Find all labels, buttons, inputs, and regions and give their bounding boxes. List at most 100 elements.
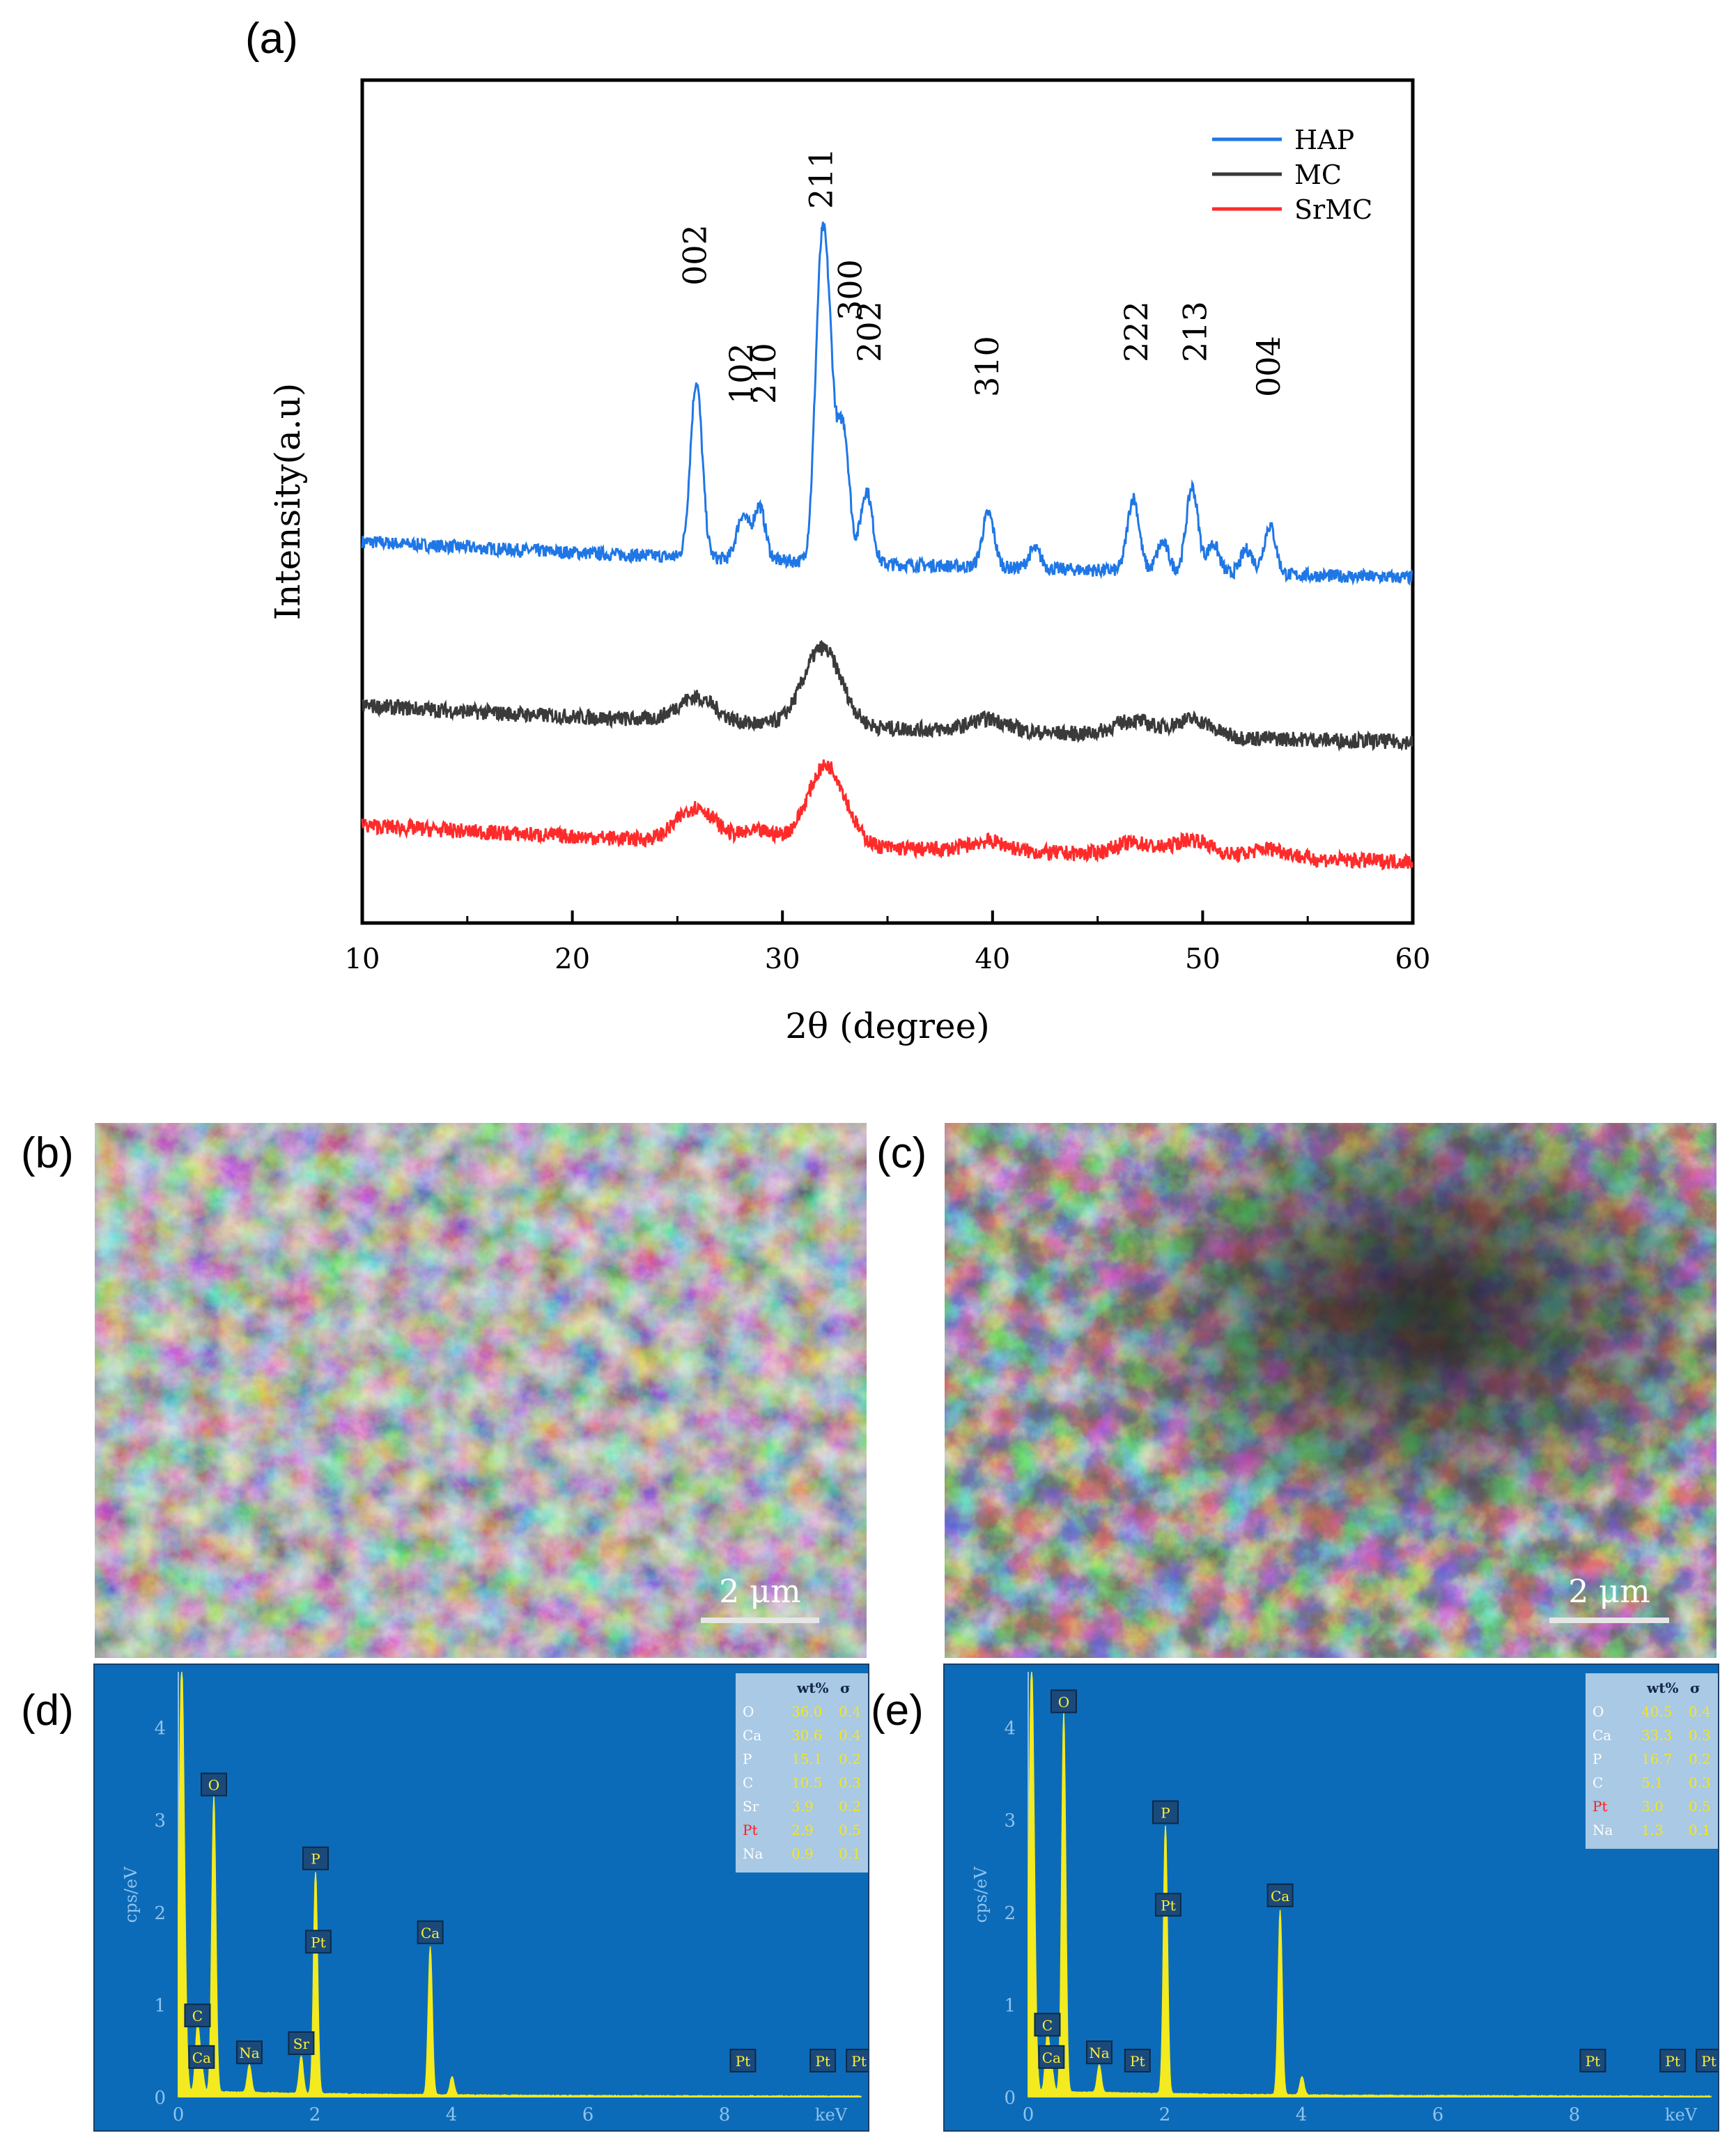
- eds-x-tick-label: 8: [1569, 2104, 1581, 2125]
- eds-peak-label: Pt: [1161, 1897, 1176, 1914]
- peak-label: 102: [722, 343, 760, 404]
- eds-spectrum-trace: [178, 1671, 862, 2098]
- panel-label-a: (a): [245, 15, 298, 63]
- series-line-mc: [361, 639, 1413, 752]
- eds-table-header: σ: [1690, 1680, 1700, 1696]
- eds-peak-label: Ca: [1271, 1888, 1289, 1905]
- eds-table-cell: 40.5: [1641, 1703, 1673, 1720]
- eds-y-tick-label: 0: [1004, 2088, 1016, 2109]
- eds-table-cell: 0.3: [1689, 1774, 1711, 1791]
- series-line-srmc: [361, 759, 1413, 871]
- eds-peak-tag: [235, 2040, 263, 2065]
- eds-peak-label: Pt: [311, 1934, 326, 1951]
- eds-table-cell: 0.1: [839, 1845, 861, 1862]
- eds-x-tick-label: 0: [1023, 2104, 1034, 2125]
- scale-label-b: 2 μm: [719, 1572, 800, 1610]
- eds-y-tick-label: 1: [154, 1995, 166, 2016]
- panel-label-e: (e): [871, 1687, 924, 1735]
- eds-table-cell: C: [1592, 1774, 1603, 1791]
- eds-x-axis-label: keV: [815, 2105, 848, 2125]
- eds-peak-label: O: [208, 1777, 219, 1794]
- eds-peak-label: Pt: [1130, 2053, 1145, 2070]
- eds-peak-tag: [200, 1772, 227, 1797]
- eds-spectrum-trace: [1028, 1671, 1712, 2098]
- eds-table-header: wt%: [1646, 1680, 1678, 1696]
- sem-texture-c: 2 μm: [945, 1123, 1716, 1658]
- eds-y-tick-label: 0: [154, 2088, 166, 2109]
- eds-peak-tag: [1579, 2049, 1606, 2072]
- peak-label: 202: [851, 301, 888, 362]
- eds-table-cell: 30.6: [791, 1727, 823, 1744]
- eds-table-cell: 10.5: [791, 1774, 823, 1791]
- eds-y-tick-label: 2: [1004, 1903, 1016, 1924]
- eds-peak-tag: [1038, 2045, 1065, 2069]
- eds-peak-tag: [1124, 2049, 1151, 2072]
- sem-texture-b: 2 μm: [95, 1123, 867, 1658]
- eds-peak-label: P: [1161, 1804, 1170, 1821]
- eds-table-cell: O: [743, 1703, 754, 1720]
- eds-peak-tag: [1050, 1689, 1077, 1714]
- x-tick-label: 30: [765, 943, 800, 975]
- eds-peak-label: C: [192, 2008, 203, 2024]
- eds-table-cell: P: [1592, 1751, 1602, 1767]
- eds-peak-tag: [417, 1920, 444, 1944]
- x-tick-label: 10: [345, 943, 380, 975]
- eds-table-cell: 36.0: [791, 1703, 823, 1720]
- eds-table-cell: 0.4: [1689, 1703, 1711, 1720]
- eds-table-header: wt%: [796, 1680, 828, 1696]
- eds-peak-label: O: [1058, 1693, 1069, 1710]
- eds-table-cell: Sr: [743, 1798, 759, 1815]
- peak-label: 210: [745, 343, 783, 404]
- eds-peak-tag: [1696, 2049, 1723, 2072]
- eds-peak-label: P: [311, 1851, 320, 1868]
- panel-label-d: (d): [21, 1687, 74, 1735]
- eds-table-cell: 0.5: [1689, 1798, 1711, 1815]
- legend-label-srmc: SrMC: [1294, 194, 1372, 225]
- eds-peak-label: Pt: [1586, 2053, 1601, 2070]
- peak-label: 222: [1117, 301, 1155, 362]
- sem-image-b: 2 μm: [95, 1123, 867, 1658]
- eds-table-cell: 0.2: [839, 1751, 861, 1767]
- eds-peak-tag: [184, 2003, 211, 2028]
- eds-table-cell: Na: [743, 1845, 764, 1862]
- eds-y-tick-label: 1: [1004, 1995, 1016, 2016]
- eds-peak-tag: [302, 1846, 329, 1870]
- x-axis-label: 2θ (degree): [785, 1006, 990, 1046]
- eds-spectrum-d: 0 1 2 3 4 0 2 4 6 8 keV cps/eV O C Ca Na Sr P Pt Ca Pt Pt Pt wt…: [95, 1665, 873, 2130]
- eds-peak-label: Na: [1089, 2045, 1110, 2061]
- eds-peak-label: Na: [239, 2045, 260, 2061]
- eds-table-cell: 16.7: [1641, 1751, 1673, 1767]
- eds-table-header: σ: [840, 1680, 851, 1696]
- eds-y-tick-label: 3: [154, 1811, 166, 1831]
- peak-label: 300: [832, 259, 869, 320]
- eds-peak-tag: [1034, 2013, 1061, 2037]
- eds-x-tick-label: 0: [173, 2104, 185, 2125]
- eds-peak-tag: [1152, 1800, 1179, 1824]
- eds-peak-label: Pt: [1665, 2053, 1680, 2070]
- x-tick-label: 60: [1395, 943, 1431, 975]
- eds-peak-tag: [304, 1930, 332, 1954]
- peak-label: 213: [1176, 301, 1214, 362]
- eds-x-tick-label: 4: [446, 2104, 458, 2125]
- eds-peak-label: Pt: [851, 2053, 867, 2070]
- x-tick-label: 40: [975, 943, 1010, 975]
- eds-peak-label: Sr: [293, 2036, 310, 2052]
- eds-peak-tag: [809, 2049, 837, 2072]
- eds-peak-tag: [1659, 2049, 1687, 2072]
- eds-y-tick-label: 2: [154, 1903, 166, 1924]
- eds-table-cell: 3.9: [791, 1798, 814, 1815]
- plot-frame: [360, 78, 1415, 925]
- eds-table-cell: 3.0: [1641, 1798, 1664, 1815]
- eds-peak-tag: [1154, 1893, 1181, 1917]
- eds-x-tick-label: 2: [1159, 2104, 1171, 2125]
- eds-panel-e: 0 1 2 3 4 0 2 4 6 8 keV cps/eV O C Ca Na Pt P Pt Ca Pt Pt Pt wt…: [943, 1664, 1723, 2132]
- eds-table-cell: O: [1592, 1703, 1604, 1720]
- eds-peak-tag: [288, 2031, 315, 2055]
- eds-table-cell: 0.2: [1689, 1751, 1711, 1767]
- eds-table-cell: 0.1: [1689, 1822, 1711, 1838]
- eds-panel-d: 0 1 2 3 4 0 2 4 6 8 keV cps/eV O C Ca Na Sr P Pt Ca Pt Pt Pt wt…: [93, 1664, 873, 2132]
- eds-peak-label: C: [1042, 2017, 1053, 2033]
- eds-peak-label: Ca: [421, 1925, 440, 1941]
- eds-table-cell: 33.3: [1641, 1727, 1673, 1744]
